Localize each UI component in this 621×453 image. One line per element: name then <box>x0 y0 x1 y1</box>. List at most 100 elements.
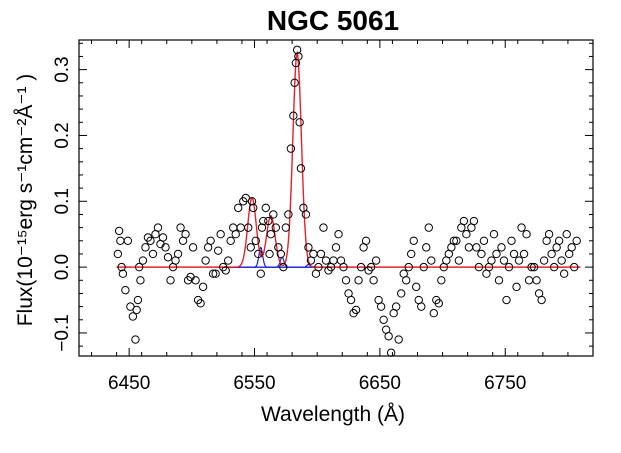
data-point <box>236 223 245 232</box>
data-point <box>249 203 258 213</box>
data-point <box>539 256 549 265</box>
data-point <box>191 276 200 285</box>
data-point <box>514 256 524 265</box>
data-point <box>226 236 235 245</box>
data-point <box>507 236 516 245</box>
data-point <box>261 203 270 213</box>
data-point <box>309 249 318 259</box>
y-tick-label: 0.3 <box>52 56 73 82</box>
data-point <box>464 243 474 252</box>
data-point <box>213 246 223 255</box>
data-point <box>479 236 489 245</box>
data-point <box>341 276 351 285</box>
y-axis-label: Flux(10⁻¹⁵erg s⁻¹cm⁻²Å⁻¹ ) <box>14 74 37 327</box>
data-point <box>289 111 298 120</box>
data-point <box>371 256 381 265</box>
data-point <box>474 262 484 272</box>
data-point <box>116 236 125 245</box>
data-point <box>304 243 313 252</box>
data-point <box>379 315 388 324</box>
data-point <box>244 223 253 232</box>
data-point <box>527 262 536 272</box>
data-point <box>356 262 366 272</box>
data-point <box>134 262 144 272</box>
data-point <box>176 223 185 232</box>
data-point <box>148 249 158 259</box>
data-point <box>208 269 218 278</box>
data-point <box>524 276 534 285</box>
data-point <box>276 249 286 259</box>
data-point <box>256 269 265 278</box>
data-point <box>422 243 431 252</box>
data-point <box>158 233 168 242</box>
data-point <box>489 230 499 239</box>
data-point <box>206 236 215 245</box>
data-point <box>544 230 554 239</box>
data-point <box>211 269 220 278</box>
data-point <box>128 312 138 321</box>
data-point <box>234 203 243 213</box>
data-point <box>113 249 123 259</box>
data-point <box>294 52 303 61</box>
data-point <box>223 256 233 265</box>
data-point <box>366 262 376 272</box>
data-point <box>567 243 576 252</box>
data-point <box>259 216 268 226</box>
data-point <box>216 230 225 239</box>
data-point <box>487 256 496 265</box>
data-point <box>251 236 260 245</box>
data-point <box>163 253 173 262</box>
data-point <box>547 249 556 259</box>
data-point <box>477 249 486 259</box>
data-point <box>331 243 341 252</box>
data-point <box>329 256 338 265</box>
data-point <box>572 236 581 245</box>
data-point <box>231 230 240 239</box>
data-point <box>301 210 311 219</box>
data-point <box>497 243 506 252</box>
data-point <box>361 236 371 245</box>
data-point <box>247 197 257 206</box>
data-point <box>281 223 291 232</box>
data-point <box>519 249 529 259</box>
data-point <box>504 262 514 272</box>
data-point <box>290 78 299 87</box>
data-point <box>459 216 469 226</box>
data-point <box>173 249 183 259</box>
data-point <box>396 289 406 298</box>
data-point <box>121 285 130 295</box>
data-point <box>118 269 128 278</box>
y-tick-label: 0.1 <box>52 188 73 214</box>
data-point <box>376 302 386 311</box>
data-point <box>161 243 170 252</box>
data-point <box>269 210 278 219</box>
data-point <box>196 299 205 308</box>
data-point <box>384 332 393 341</box>
data-point <box>419 262 428 272</box>
data-point <box>321 256 331 265</box>
data-point <box>454 256 464 265</box>
data-point <box>334 230 343 239</box>
data-point <box>424 223 433 232</box>
data-point <box>449 236 459 245</box>
total-fit-line <box>116 50 581 268</box>
data-point <box>246 243 255 252</box>
data-point <box>570 262 579 272</box>
data-point <box>265 249 274 259</box>
data-point <box>351 305 361 315</box>
data-point <box>494 276 504 285</box>
data-point <box>286 144 296 153</box>
x-tick-label: 6650 <box>359 373 401 394</box>
data-point <box>188 243 198 252</box>
plot-frame <box>78 39 594 357</box>
data-point <box>314 262 323 272</box>
data-point <box>257 223 267 232</box>
data-point <box>427 256 436 265</box>
data-point <box>296 164 306 173</box>
data-point <box>346 295 356 305</box>
data-point <box>354 276 363 285</box>
data-point <box>529 262 539 272</box>
axis-ticks <box>79 40 594 356</box>
data-point <box>462 230 471 239</box>
data-point <box>266 230 276 239</box>
